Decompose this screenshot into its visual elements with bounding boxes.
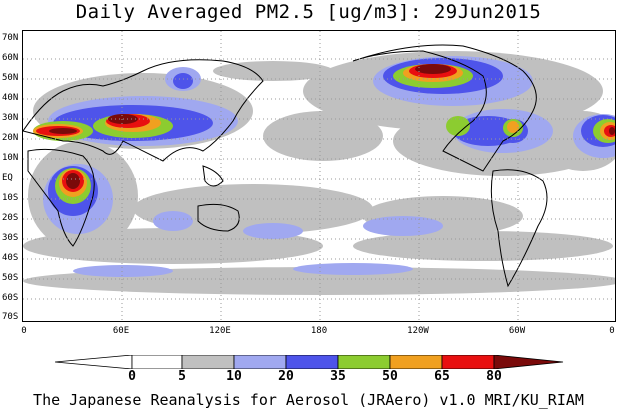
colorbar-label: 35 [330, 369, 346, 384]
lat-label: 70S [2, 312, 19, 322]
lat-label: 20N [2, 133, 19, 143]
lat-label: 50N [2, 73, 19, 83]
colorbar-label: 0 [128, 369, 136, 384]
pm25-map [22, 30, 616, 322]
graticule [23, 31, 615, 321]
lat-label: 10N [2, 153, 19, 163]
colorbar-swatches [55, 355, 564, 369]
colorbar-label: 20 [278, 369, 294, 384]
colorbar-swatch-1 [131, 355, 183, 369]
colorbar-label: 5 [178, 369, 186, 384]
lat-label: 40S [2, 253, 19, 263]
lon-label: 60E [112, 326, 130, 336]
coastlines [23, 44, 548, 288]
colorbar-swatch-7 [441, 355, 495, 369]
colorbar-label: 80 [486, 369, 502, 384]
colorbar [55, 355, 565, 369]
colorbar-label: 50 [382, 369, 398, 384]
lat-label: 60S [2, 293, 19, 303]
lat-label: 30N [2, 113, 19, 123]
pm25-field [23, 31, 615, 321]
lon-label: 180 [310, 326, 328, 336]
lon-label: 0 [609, 326, 615, 336]
lat-label: 70N [2, 33, 19, 43]
colorbar-label: 10 [226, 369, 242, 384]
colorbar-swatch-0 [55, 355, 133, 369]
lat-label: 20S [2, 213, 19, 223]
colorbar-swatch-8 [493, 355, 564, 369]
lon-label: 120E [209, 326, 231, 336]
data-source-caption: The Japanese Reanalysis for Aerosol (JRA… [33, 391, 584, 409]
lat-label: 30S [2, 233, 19, 243]
colorbar-swatch-5 [337, 355, 391, 369]
colorbar-label: 65 [434, 369, 450, 384]
lat-label: 10S [2, 193, 19, 203]
lon-label: 120W [407, 326, 429, 336]
colorbar-swatch-2 [181, 355, 235, 369]
lon-label: 60W [508, 326, 526, 336]
colorbar-swatch-6 [389, 355, 443, 369]
colorbar-swatch-3 [233, 355, 287, 369]
colorbar-swatch-4 [285, 355, 339, 369]
lat-label: 40N [2, 93, 19, 103]
lon-label: 0 [21, 326, 27, 336]
lat-label: 60N [2, 53, 19, 63]
map-title: Daily Averaged PM2.5 [ug/m3]: 29Jun2015 [75, 1, 542, 23]
lat-label: EQ [2, 173, 13, 183]
lat-label: 50S [2, 273, 19, 283]
